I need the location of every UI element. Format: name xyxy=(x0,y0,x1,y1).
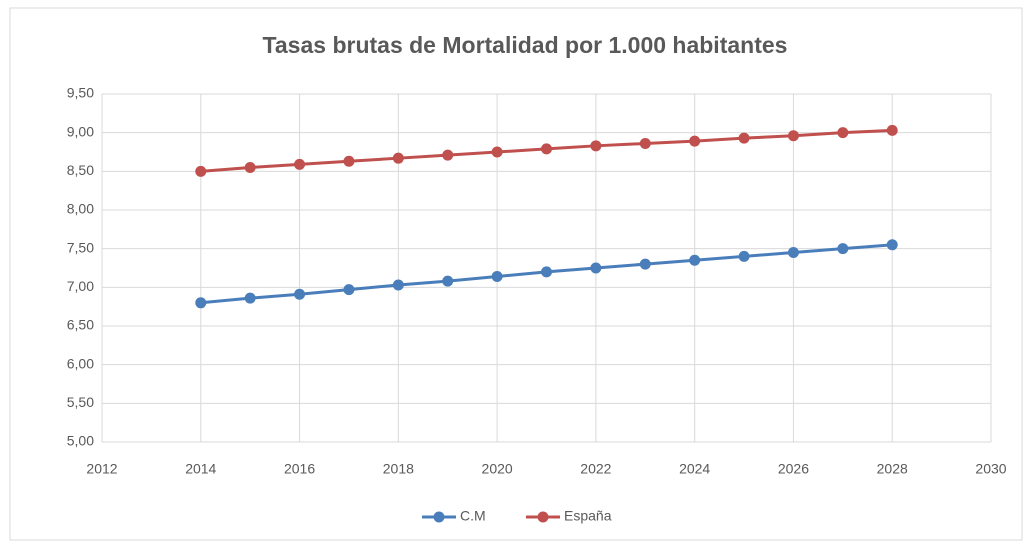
data-point xyxy=(886,124,898,136)
x-tick-label: 2026 xyxy=(778,461,809,477)
data-point xyxy=(442,275,454,287)
data-point xyxy=(294,158,306,170)
y-tick-label: 5,00 xyxy=(67,433,94,449)
data-point xyxy=(787,130,799,142)
y-tick-label: 7,00 xyxy=(67,278,94,294)
legend-label: C.M xyxy=(460,508,486,524)
x-tick-label: 2022 xyxy=(580,461,611,477)
legend-marker xyxy=(433,511,445,523)
data-point xyxy=(541,266,552,278)
data-point xyxy=(590,262,602,274)
data-point xyxy=(244,292,256,304)
y-tick-label: 8,50 xyxy=(67,162,94,178)
data-point xyxy=(837,127,849,139)
data-point xyxy=(392,279,404,291)
y-tick-label: 9,50 xyxy=(67,85,94,101)
data-point xyxy=(491,146,503,158)
data-point xyxy=(738,250,750,262)
data-point xyxy=(392,152,404,164)
y-tick-label: 6,00 xyxy=(67,355,94,371)
data-point xyxy=(689,254,701,266)
data-point xyxy=(491,271,503,283)
data-point xyxy=(343,284,355,296)
y-tick-label: 7,50 xyxy=(67,239,94,255)
data-point xyxy=(195,165,207,177)
data-point xyxy=(639,258,651,270)
data-point xyxy=(343,155,355,167)
x-tick-label: 2016 xyxy=(284,461,315,477)
data-point xyxy=(244,161,256,173)
data-point xyxy=(442,149,454,161)
x-tick-label: 2012 xyxy=(86,461,117,477)
x-tick-label: 2018 xyxy=(383,461,414,477)
x-tick-label: 2014 xyxy=(185,461,216,477)
x-tick-label: 2028 xyxy=(877,461,908,477)
data-point xyxy=(294,288,306,300)
data-point xyxy=(639,137,651,149)
y-tick-label: 6,50 xyxy=(67,317,94,333)
data-point xyxy=(689,135,701,147)
data-point xyxy=(837,243,849,255)
legend-marker xyxy=(537,511,549,523)
data-point xyxy=(590,140,602,152)
y-tick-label: 9,00 xyxy=(67,123,94,139)
chart-title: Tasas brutas de Mortalidad por 1.000 hab… xyxy=(263,32,788,58)
x-tick-label: 2030 xyxy=(975,461,1006,477)
data-point xyxy=(541,143,552,155)
data-point xyxy=(886,239,898,251)
data-point xyxy=(195,297,207,309)
data-point xyxy=(787,247,799,259)
y-tick-label: 8,00 xyxy=(67,201,94,217)
x-tick-label: 2020 xyxy=(482,461,513,477)
y-tick-label: 5,50 xyxy=(67,394,94,410)
data-point xyxy=(738,132,750,144)
legend-label: España xyxy=(564,508,612,524)
x-tick-label: 2024 xyxy=(679,461,710,477)
